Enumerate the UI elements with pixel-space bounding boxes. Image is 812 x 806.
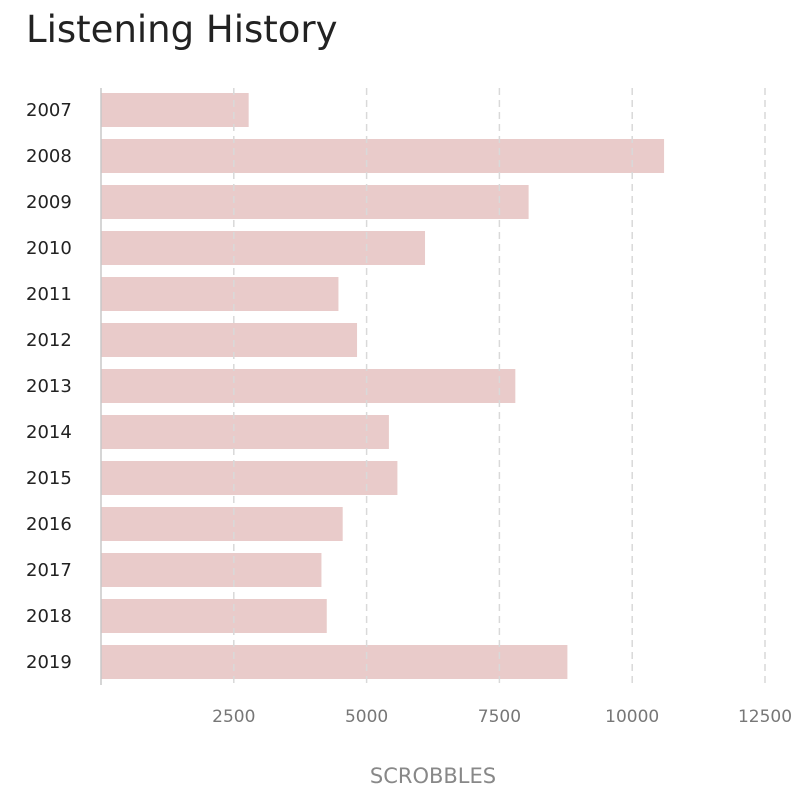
category-label-2016: 2016 — [26, 514, 72, 535]
bar-2017 — [101, 553, 322, 587]
category-label-2015: 2015 — [26, 468, 72, 489]
x-tick-label-12500: 12500 — [738, 707, 792, 727]
x-tick-label-7500: 7500 — [478, 707, 521, 727]
category-label-2010: 2010 — [26, 238, 72, 259]
category-label-2014: 2014 — [26, 422, 72, 443]
bar-2014 — [101, 415, 389, 449]
x-tick-labels: 2500 5000 7500 10000 12500 — [212, 707, 792, 727]
bar-2016 — [101, 507, 343, 541]
bar-2018 — [101, 599, 327, 633]
grid-lines — [233, 88, 766, 685]
category-label-2011: 2011 — [26, 284, 72, 305]
category-label-2008: 2008 — [26, 146, 72, 167]
x-tick-label-10000: 10000 — [605, 707, 659, 727]
x-tick-label-5000: 5000 — [345, 707, 388, 727]
bar-2009 — [101, 185, 529, 219]
bar-2008 — [101, 139, 665, 173]
category-label-2017: 2017 — [26, 560, 72, 581]
category-labels: 2007 2008 2009 2010 2011 2012 2013 2014 2015 2016… — [26, 100, 72, 673]
bar-2015 — [101, 461, 398, 495]
bar-2012 — [101, 323, 358, 357]
category-label-2018: 2018 — [26, 606, 72, 627]
bar-2019 — [101, 645, 568, 679]
x-axis-title: SCROBBLES — [370, 764, 496, 788]
category-label-2012: 2012 — [26, 330, 72, 351]
category-label-2013: 2013 — [26, 376, 72, 397]
x-tick-label-2500: 2500 — [212, 707, 255, 727]
bar-2010 — [101, 231, 426, 265]
chart-title: Listening History — [26, 8, 338, 51]
category-label-2007: 2007 — [26, 100, 72, 121]
bar-2007 — [101, 93, 249, 127]
bar-2011 — [101, 277, 339, 311]
category-label-2019: 2019 — [26, 652, 72, 673]
bar-2013 — [101, 369, 516, 403]
bars — [101, 93, 665, 679]
category-label-2009: 2009 — [26, 192, 72, 213]
